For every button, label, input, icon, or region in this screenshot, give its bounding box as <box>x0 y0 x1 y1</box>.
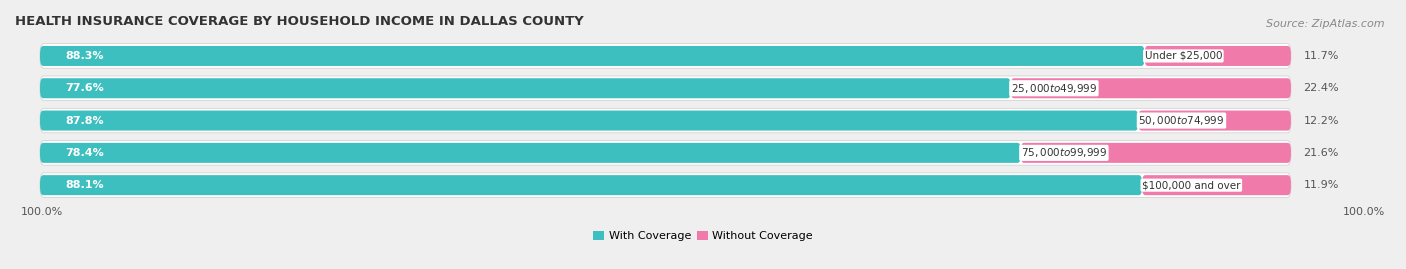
Text: 87.8%: 87.8% <box>65 116 104 126</box>
Text: $50,000 to $74,999: $50,000 to $74,999 <box>1139 114 1225 127</box>
Text: 78.4%: 78.4% <box>65 148 104 158</box>
Text: 88.1%: 88.1% <box>65 180 104 190</box>
Text: $100,000 and over: $100,000 and over <box>1142 180 1240 190</box>
FancyBboxPatch shape <box>39 76 1291 101</box>
Text: 77.6%: 77.6% <box>65 83 104 93</box>
Text: HEALTH INSURANCE COVERAGE BY HOUSEHOLD INCOME IN DALLAS COUNTY: HEALTH INSURANCE COVERAGE BY HOUSEHOLD I… <box>15 15 583 28</box>
FancyBboxPatch shape <box>1021 143 1291 163</box>
Legend: With Coverage, Without Coverage: With Coverage, Without Coverage <box>589 227 817 246</box>
FancyBboxPatch shape <box>39 44 1291 68</box>
FancyBboxPatch shape <box>39 173 1291 197</box>
Text: 100.0%: 100.0% <box>1343 207 1385 217</box>
FancyBboxPatch shape <box>1142 175 1291 195</box>
Text: 11.7%: 11.7% <box>1303 51 1339 61</box>
FancyBboxPatch shape <box>39 111 1139 130</box>
Text: 12.2%: 12.2% <box>1303 116 1339 126</box>
FancyBboxPatch shape <box>39 46 1144 66</box>
Text: Source: ZipAtlas.com: Source: ZipAtlas.com <box>1267 19 1385 29</box>
Text: 11.9%: 11.9% <box>1303 180 1339 190</box>
FancyBboxPatch shape <box>39 143 1021 163</box>
FancyBboxPatch shape <box>39 78 1011 98</box>
Text: $25,000 to $49,999: $25,000 to $49,999 <box>1011 82 1097 95</box>
FancyBboxPatch shape <box>1144 46 1291 66</box>
Text: 22.4%: 22.4% <box>1303 83 1339 93</box>
Text: 88.3%: 88.3% <box>65 51 104 61</box>
FancyBboxPatch shape <box>1139 111 1291 130</box>
FancyBboxPatch shape <box>39 141 1291 165</box>
FancyBboxPatch shape <box>39 175 1142 195</box>
Text: Under $25,000: Under $25,000 <box>1144 51 1222 61</box>
Text: 21.6%: 21.6% <box>1303 148 1339 158</box>
Text: $75,000 to $99,999: $75,000 to $99,999 <box>1021 146 1107 159</box>
Text: 100.0%: 100.0% <box>21 207 63 217</box>
FancyBboxPatch shape <box>1011 78 1291 98</box>
FancyBboxPatch shape <box>39 108 1291 133</box>
